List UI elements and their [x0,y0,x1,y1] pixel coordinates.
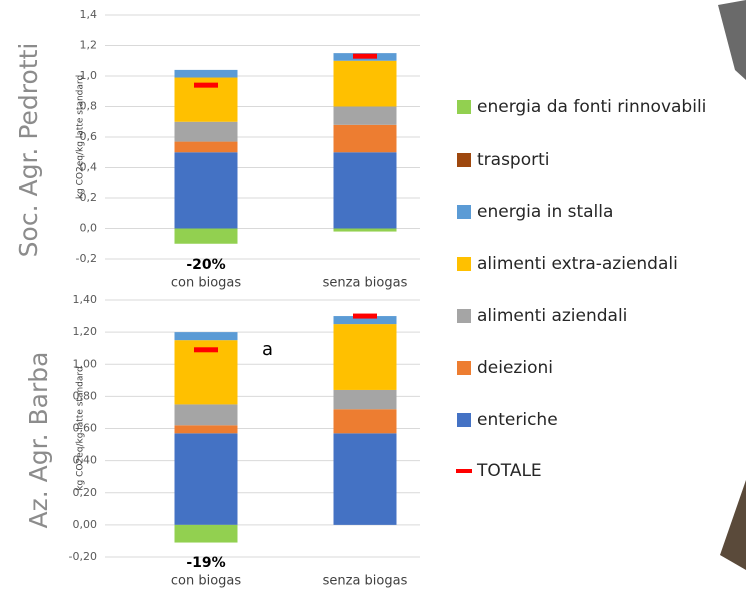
bar-segment [333,152,397,229]
bar-segment [333,324,397,390]
y-tick-label: 0,2 [80,191,98,204]
total-marker [353,313,377,319]
bar-segment [333,124,397,153]
y-tick-label: 1,4 [80,8,98,21]
legend-label: deiezioni [477,358,553,378]
y-tick-label: 0,60 [73,422,98,435]
legend-label: energia in stalla [477,202,613,222]
y-tick-label: 0,80 [73,389,98,402]
y-tick-label: 1,40 [73,293,98,306]
legend-swatch [457,100,471,114]
y-tick-label: -0,2 [76,252,97,265]
y-tick-label: 0,40 [73,454,98,467]
y-tick-label: 1,0 [80,69,98,82]
bar-segment [174,69,238,78]
legend-label: energia da fonti rinnovabili [477,97,706,117]
x-tick-label: con biogas [171,574,242,589]
y-tick-label: 0,00 [73,518,98,531]
legend-swatch [457,205,471,219]
legend-label: TOTALE [476,461,542,481]
bar-segment [174,152,238,229]
annotation: -19% [186,555,225,571]
legend-label: alimenti aziendali [477,306,627,326]
photo-fragment [720,480,746,570]
bar-segment [333,228,397,232]
photo-fragment [718,0,746,80]
total-marker [194,347,218,353]
y-tick-label: 1,2 [80,39,98,52]
bar-segment [333,409,397,434]
total-marker [194,82,218,88]
x-tick-label: con biogas [171,276,242,291]
legend-label: trasporti [477,150,550,170]
legend-swatch [456,469,472,473]
legend-swatch [457,257,471,271]
bar-segment [174,121,238,142]
bar-segment [174,425,238,434]
legend-label: enteriche [477,410,558,430]
bar-segment [333,389,397,410]
annotation: -20% [186,257,225,273]
bar-segment [174,332,238,341]
panel-title: Soc. Agr. Pedrotti [14,43,43,258]
bar-segment [174,404,238,426]
bar-segment [174,433,238,525]
x-tick-label: senza biogas [323,574,408,589]
bar-segment [174,141,238,153]
bar-segment [333,60,397,107]
y-tick-label: 0,6 [80,130,98,143]
bar-segment [333,433,397,525]
legend-swatch [457,413,471,427]
legend-swatch [457,153,471,167]
y-tick-label: 1,00 [73,357,98,370]
panel-title: Az. Agr. Barba [24,352,53,529]
cropped-text: a [262,339,273,360]
bar-segment [333,316,397,325]
total-marker [353,53,377,59]
y-axis-label: kg CO2eq/kg latte standard [76,75,86,199]
y-tick-label: 0,0 [80,222,98,235]
legend-swatch [457,361,471,375]
y-axis-label: kg CO2eq/kg latte standard [76,366,86,490]
y-tick-label: 0,4 [80,161,98,174]
bar-segment [174,228,238,244]
bar-segment [174,524,238,543]
y-tick-label: 1,20 [73,325,98,338]
y-tick-label: 0,8 [80,100,98,113]
x-tick-label: senza biogas [323,276,408,291]
legend-label: alimenti extra-aziendali [477,254,678,274]
y-tick-label: 0,20 [73,486,98,499]
bar-segment [333,106,397,125]
legend-swatch [457,309,471,323]
y-tick-label: -0,20 [69,550,97,563]
